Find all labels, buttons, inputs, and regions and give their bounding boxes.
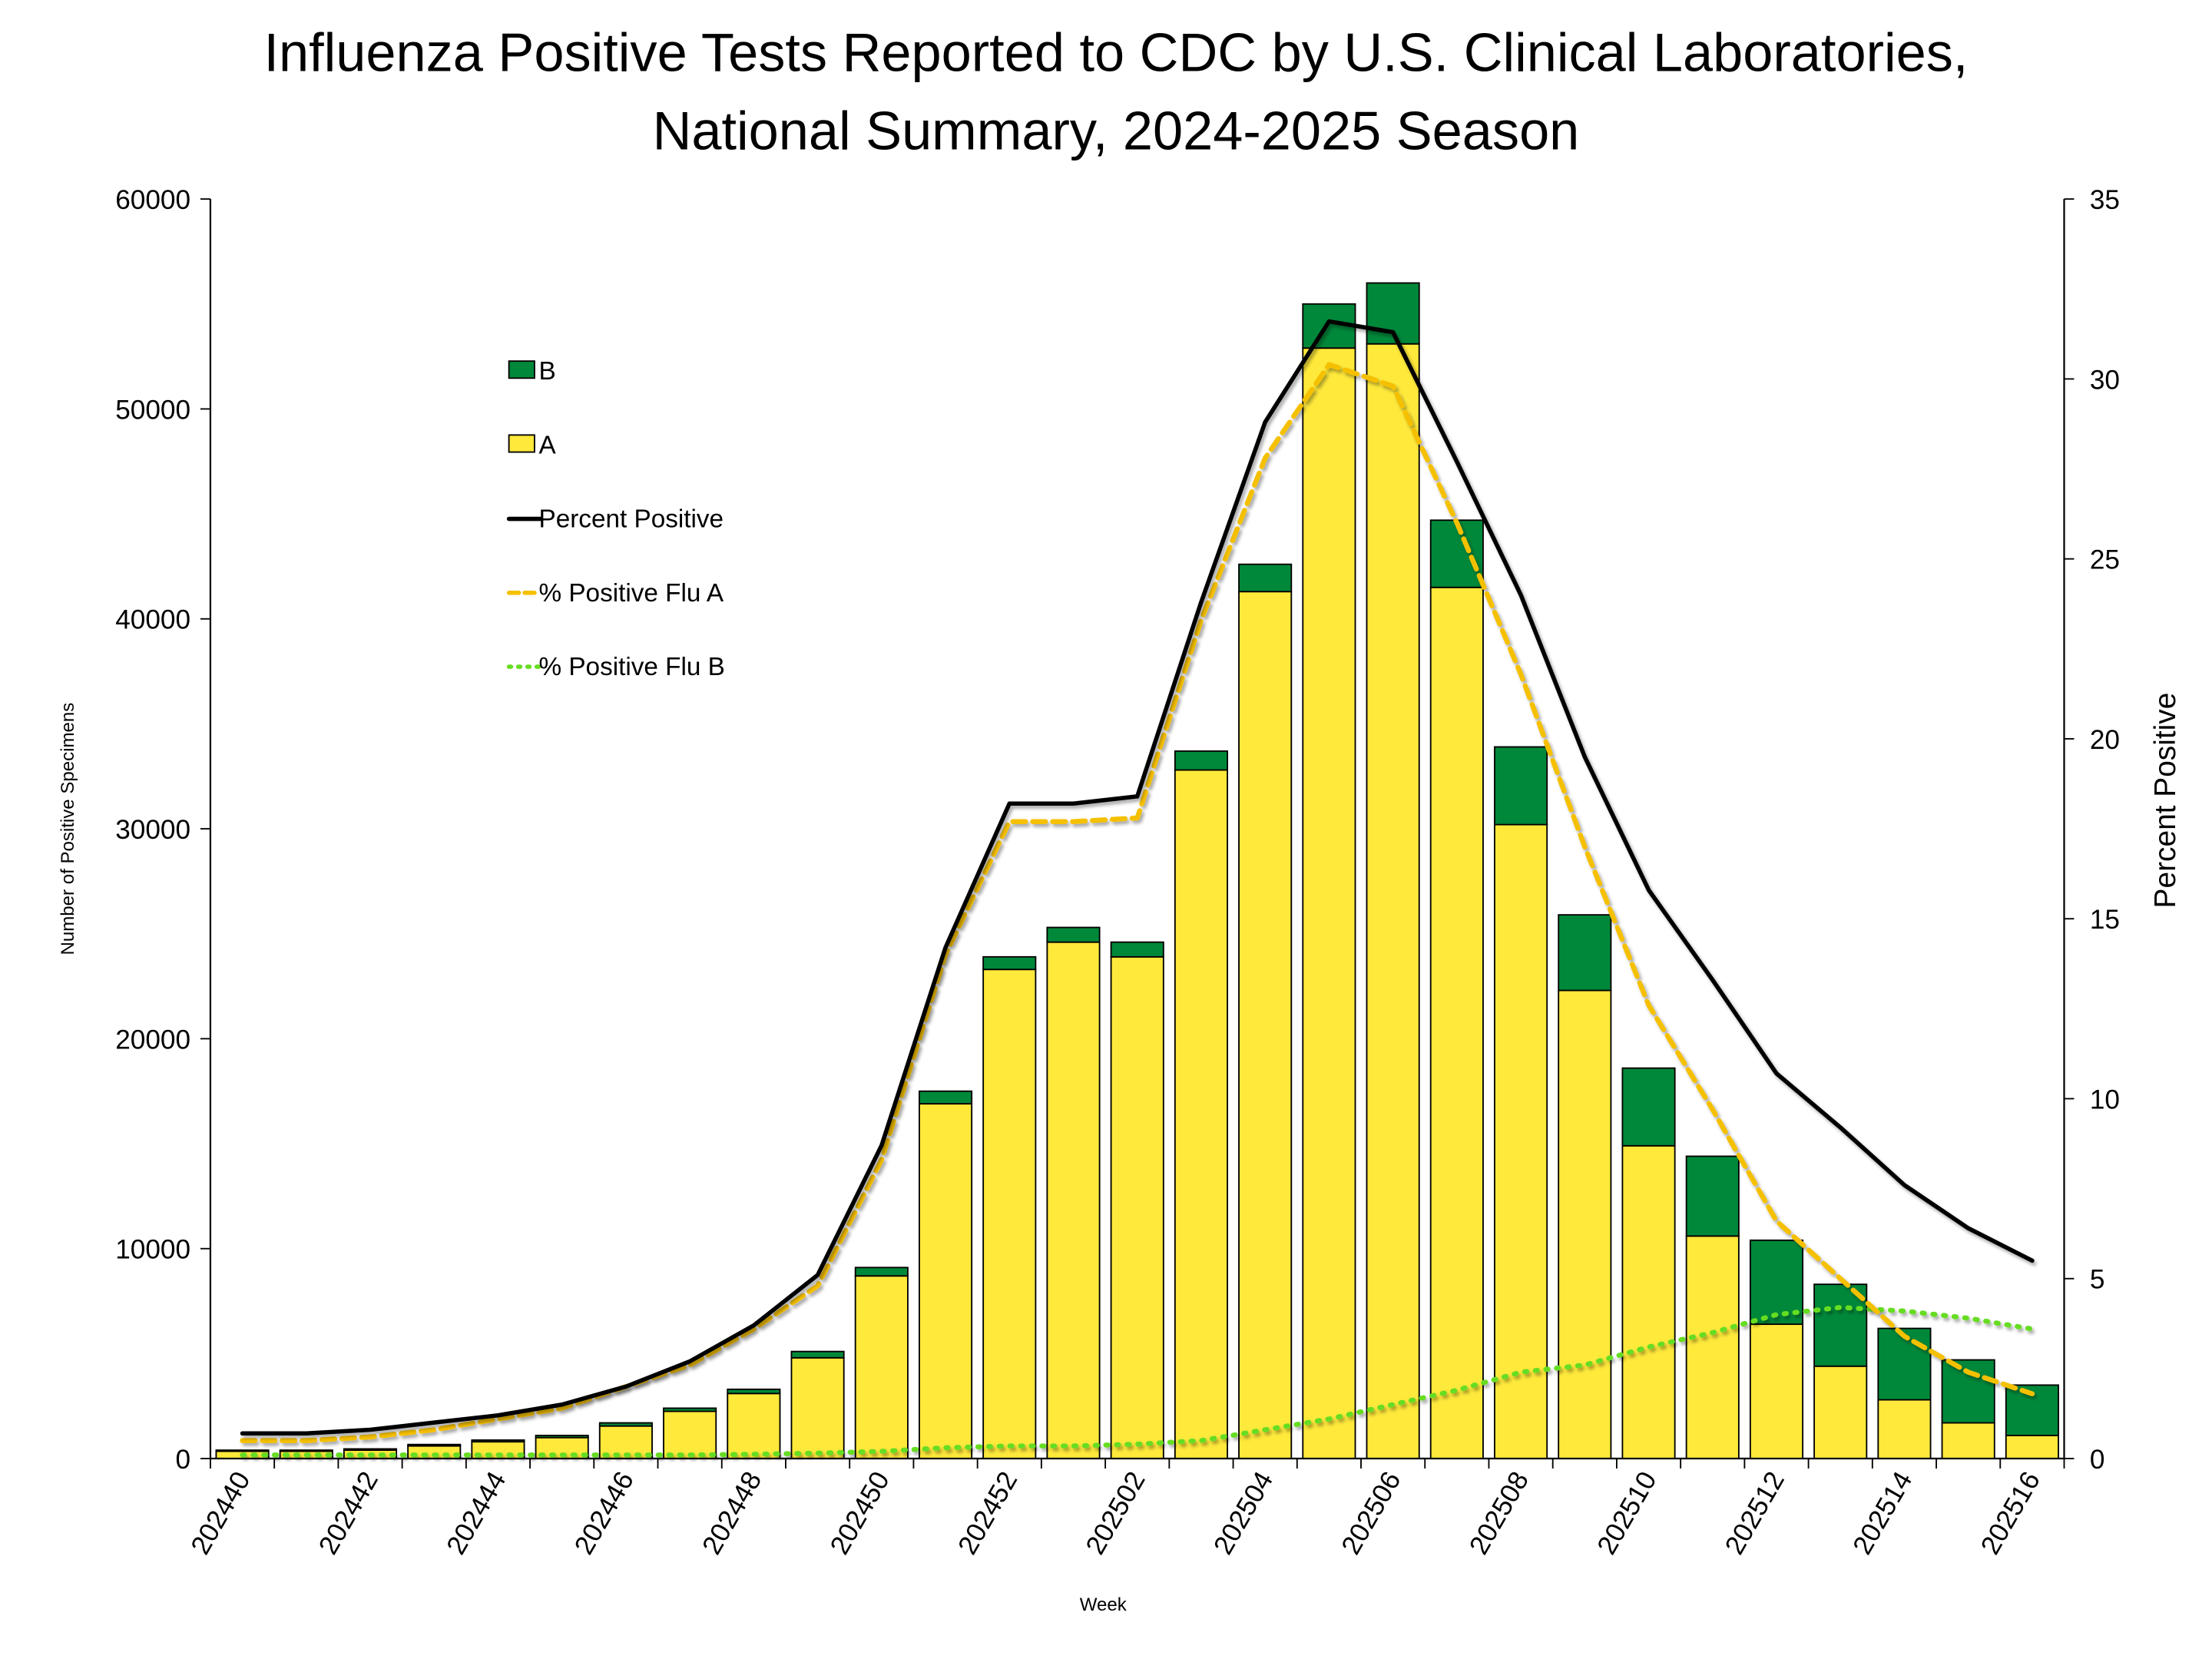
legend: B A Percent Positive % Positive Flu A % Posi… xyxy=(506,357,725,681)
bar-b-202502 xyxy=(1110,941,1164,958)
x-tick-label: 202502 xyxy=(1080,1466,1151,1559)
bar-b-202450 xyxy=(854,1267,909,1277)
bar-a-202505 xyxy=(1302,347,1356,1459)
legend-swatch xyxy=(508,434,535,453)
bar-a-202452 xyxy=(982,969,1037,1459)
bar-b-202508 xyxy=(1494,746,1548,826)
legend-label: Percent Positive xyxy=(538,505,724,534)
lines-layer xyxy=(240,319,2035,1458)
x-tick-label: 202516 xyxy=(1975,1466,2045,1559)
legend-label: A xyxy=(538,431,556,459)
bar-b-202451 xyxy=(918,1090,973,1105)
bar-a-202512 xyxy=(1749,1323,1804,1459)
legend-label: B xyxy=(538,357,555,386)
bar-a-202450 xyxy=(854,1275,909,1459)
bar-a-202508 xyxy=(1494,823,1548,1459)
bar-b-202507 xyxy=(1429,519,1484,588)
bar-b-202441 xyxy=(279,1449,333,1452)
bar-a-202515 xyxy=(1941,1422,1995,1459)
x-tick-label: 202514 xyxy=(1847,1466,1918,1559)
y-tick-label: 10000 xyxy=(115,1235,190,1265)
legend-label: % Positive Flu B xyxy=(538,653,724,681)
bar-b-202503 xyxy=(1174,750,1228,771)
legend-swatch xyxy=(508,360,535,379)
x-tick-label: 202450 xyxy=(824,1466,895,1559)
bar-b-202447 xyxy=(663,1407,717,1412)
bar-a-202511 xyxy=(1685,1235,1740,1459)
bar-b-202449 xyxy=(790,1350,845,1359)
x-tick-label: 202444 xyxy=(441,1466,512,1559)
y2-tick-label: 5 xyxy=(2090,1265,2105,1295)
legend-label: % Positive Flu A xyxy=(538,579,724,608)
x-tick-label: 202448 xyxy=(697,1466,767,1559)
y-tick-label: 20000 xyxy=(115,1025,190,1055)
line--positive-flu-b xyxy=(240,1304,2035,1458)
y2-axis-label: Percent Positive xyxy=(2149,693,2182,909)
x-tick-label: 202508 xyxy=(1464,1466,1535,1559)
y-axis-label: Number of Positive Specimens xyxy=(58,703,78,955)
y-tick-label: 30000 xyxy=(115,815,190,845)
bar-b-202443 xyxy=(407,1443,462,1447)
bar-b-202516 xyxy=(2005,1384,2059,1436)
chart-title-line-2: National Summary, 2024-2025 Season xyxy=(653,100,1580,161)
y2-tick-label: 30 xyxy=(2090,365,2120,395)
bar-a-202451 xyxy=(918,1103,973,1459)
x-tick-label: 202510 xyxy=(1591,1466,1662,1559)
line--positive-flu-a xyxy=(240,362,2035,1443)
x-axis-label: Week xyxy=(1080,1594,1128,1615)
bar-b-202446 xyxy=(598,1422,653,1427)
bar-b-202452 xyxy=(982,955,1037,971)
bar-b-202444 xyxy=(471,1439,525,1443)
bar-a-202448 xyxy=(727,1392,781,1459)
bar-b-202509 xyxy=(1558,914,1612,992)
y2-tick-label: 10 xyxy=(2090,1084,2120,1114)
x-tick-label: 202506 xyxy=(1336,1466,1406,1559)
bar-a-202449 xyxy=(790,1356,845,1459)
bar-a-202516 xyxy=(2005,1435,2059,1459)
x-tick-label: 202504 xyxy=(1208,1466,1279,1559)
bar-a-202504 xyxy=(1238,591,1293,1459)
x-tick-label: 202440 xyxy=(185,1466,256,1559)
bars-layer xyxy=(215,282,2059,1459)
bar-b-202514 xyxy=(1877,1327,1932,1401)
y2-tick-label: 15 xyxy=(2090,905,2120,935)
bar-b-202445 xyxy=(535,1435,589,1439)
bar-a-202510 xyxy=(1621,1144,1676,1459)
x-tick-label: 202442 xyxy=(313,1466,384,1559)
bar-b-202510 xyxy=(1621,1067,1676,1147)
bar-a-202501 xyxy=(1046,941,1101,1459)
bar-b-202448 xyxy=(727,1388,781,1395)
bar-a-202509 xyxy=(1558,989,1612,1459)
bar-a-202506 xyxy=(1366,343,1420,1459)
x-tick-label: 202452 xyxy=(952,1466,1023,1559)
y-tick-label: 50000 xyxy=(115,395,190,425)
y2-tick-label: 35 xyxy=(2090,185,2120,215)
chart-title-line-1: Influenza Positive Tests Reported to CDC… xyxy=(263,22,1968,83)
bar-b-202513 xyxy=(1813,1283,1868,1367)
bar-b-202442 xyxy=(343,1448,398,1452)
bar-a-202503 xyxy=(1174,769,1228,1459)
bar-a-202514 xyxy=(1877,1399,1932,1459)
y2-tick-label: 20 xyxy=(2090,725,2120,755)
bar-b-202504 xyxy=(1238,563,1293,593)
bar-a-202513 xyxy=(1813,1365,1868,1459)
line-percent-positive xyxy=(240,319,2035,1436)
y-tick-label: 60000 xyxy=(115,185,190,215)
y-tick-label: 40000 xyxy=(115,605,190,635)
bar-b-202501 xyxy=(1046,926,1101,943)
x-tick-label: 202512 xyxy=(1720,1466,1790,1559)
x-tick-label: 202446 xyxy=(569,1466,640,1559)
bar-a-202502 xyxy=(1110,955,1164,1459)
bar-b-202511 xyxy=(1685,1155,1740,1237)
y2-tick-label: 25 xyxy=(2090,545,2120,575)
y-tick-label: 0 xyxy=(175,1445,190,1475)
bar-b-202440 xyxy=(215,1449,270,1452)
y2-tick-label: 0 xyxy=(2090,1445,2105,1475)
bar-a-202507 xyxy=(1429,586,1484,1459)
bar-a-202447 xyxy=(663,1410,717,1459)
